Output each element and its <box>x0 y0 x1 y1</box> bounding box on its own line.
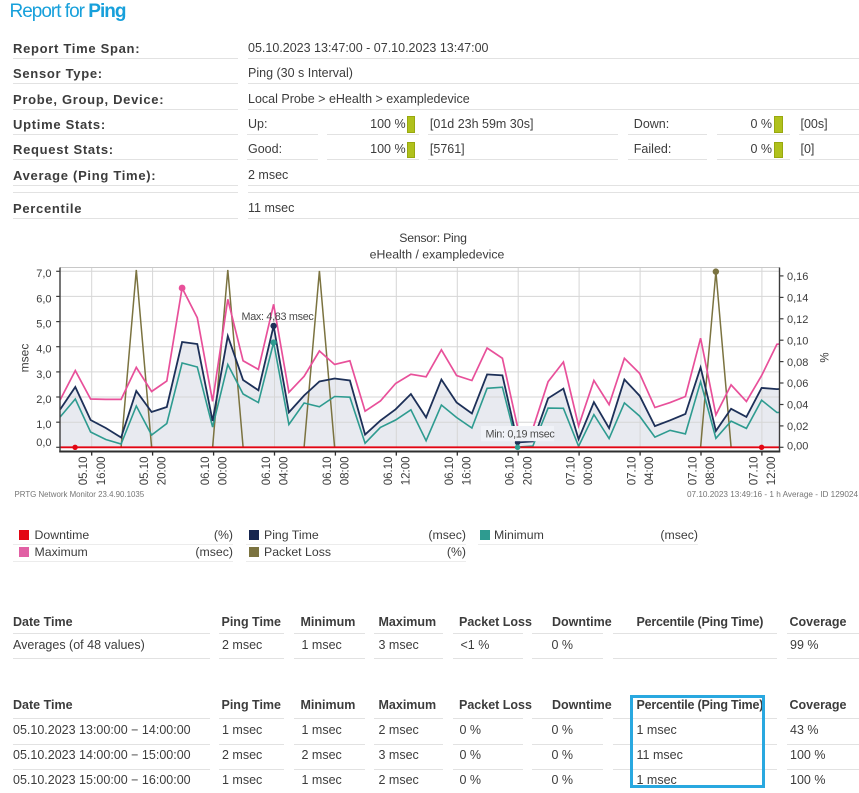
svg-text:PRTG Network Monitor 23.4.90.1: PRTG Network Monitor 23.4.90.1035 <box>15 490 145 499</box>
svg-text:07.10.2023 13:49:16 - 1 h Aver: 07.10.2023 13:49:16 - 1 h Average - ID 1… <box>687 490 858 499</box>
svg-text:0,16: 0,16 <box>787 271 808 283</box>
svg-text:05.10: 05.10 <box>139 457 151 486</box>
svg-text:12:00: 12:00 <box>766 457 778 486</box>
svg-text:05.10: 05.10 <box>78 457 90 486</box>
svg-text:Min: 0,19 msec: Min: 0,19 msec <box>486 428 556 440</box>
svg-text:0,10: 0,10 <box>787 335 808 347</box>
svg-text:7,0: 7,0 <box>36 268 51 280</box>
svg-text:5,0: 5,0 <box>36 319 51 331</box>
svg-text:0,06: 0,06 <box>787 378 808 390</box>
svg-text:00:00: 00:00 <box>583 457 595 486</box>
svg-text:06.10: 06.10 <box>444 457 456 486</box>
svg-text:msec: msec <box>17 344 31 373</box>
svg-text:08:00: 08:00 <box>340 457 352 486</box>
svg-text:06.10: 06.10 <box>383 457 395 486</box>
svg-text:0,12: 0,12 <box>787 314 808 326</box>
svg-text:Sensor: Ping: Sensor: Ping <box>399 231 467 245</box>
svg-text:07.10: 07.10 <box>566 457 578 486</box>
svg-text:08:00: 08:00 <box>705 457 717 486</box>
svg-text:%: % <box>820 352 832 362</box>
svg-text:00:00: 00:00 <box>218 457 230 486</box>
svg-text:04:00: 04:00 <box>644 457 656 486</box>
svg-text:16:00: 16:00 <box>96 457 108 486</box>
svg-text:20:00: 20:00 <box>522 457 534 486</box>
svg-text:1,0: 1,0 <box>36 419 51 431</box>
svg-text:2,0: 2,0 <box>36 394 51 406</box>
svg-text:07.10: 07.10 <box>748 457 760 486</box>
svg-text:0,14: 0,14 <box>787 293 808 305</box>
svg-text:0,0: 0,0 <box>36 437 51 449</box>
svg-text:0,08: 0,08 <box>787 357 808 369</box>
svg-text:Max: 4,83 msec: Max: 4,83 msec <box>242 311 315 323</box>
svg-text:0,00: 0,00 <box>787 441 808 453</box>
svg-text:06.10: 06.10 <box>322 457 334 486</box>
svg-text:07.10: 07.10 <box>627 457 639 486</box>
svg-text:06.10: 06.10 <box>200 457 212 486</box>
svg-text:6,0: 6,0 <box>36 293 51 305</box>
svg-text:04:00: 04:00 <box>279 457 291 486</box>
svg-text:eHealth / exampledevice: eHealth / exampledevice <box>370 247 505 261</box>
svg-text:3,0: 3,0 <box>36 369 51 381</box>
svg-text:06.10: 06.10 <box>261 457 273 486</box>
svg-text:06.10: 06.10 <box>505 457 517 486</box>
svg-text:0,04: 0,04 <box>787 400 808 412</box>
svg-text:20:00: 20:00 <box>157 457 169 486</box>
svg-text:0,02: 0,02 <box>787 421 808 433</box>
svg-text:4,0: 4,0 <box>36 344 51 356</box>
svg-text:16:00: 16:00 <box>461 457 473 486</box>
svg-text:12:00: 12:00 <box>400 457 412 486</box>
svg-text:07.10: 07.10 <box>688 457 700 486</box>
